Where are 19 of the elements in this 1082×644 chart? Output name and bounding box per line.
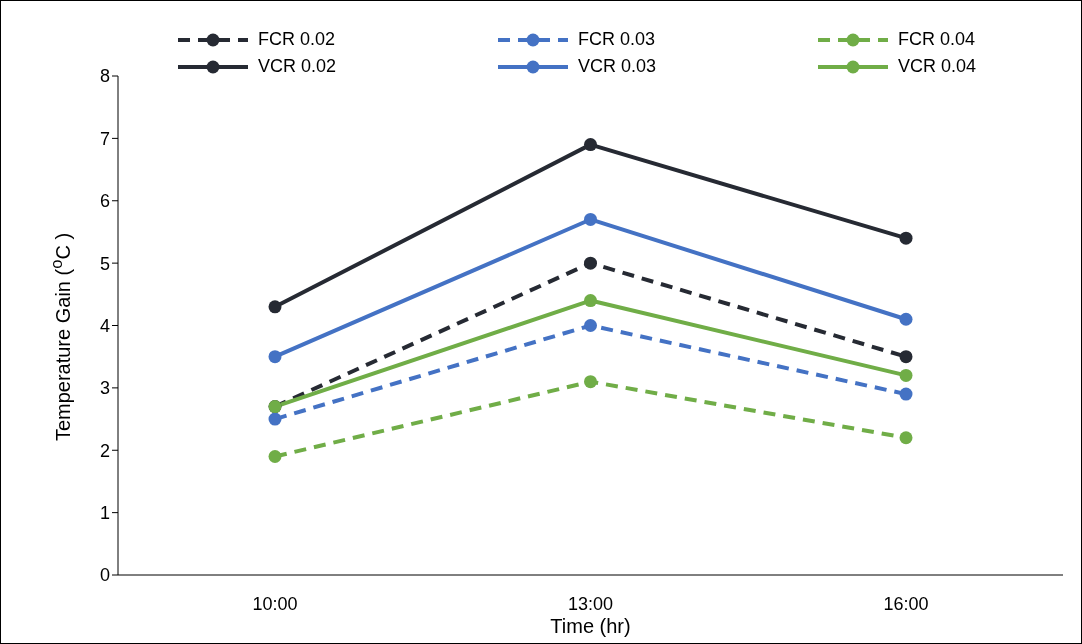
y-tick-label: 6 — [99, 191, 110, 212]
legend-label: FCR 0.02 — [258, 29, 336, 50]
x-tick-label: 16:00 — [883, 593, 929, 614]
y-tick-label: 1 — [99, 503, 110, 524]
y-tick-label: 2 — [99, 440, 110, 461]
x-tick-label: 10:00 — [252, 593, 298, 614]
y-tick-label: 5 — [99, 253, 110, 274]
legend-label: VCR 0.03 — [578, 56, 657, 77]
legend-label: FCR 0.03 — [578, 29, 656, 50]
x-tick-label: 13:00 — [567, 593, 614, 614]
y-tick-label: 7 — [99, 128, 110, 149]
y-tick-label: 0 — [99, 565, 110, 586]
legend-label: VCR 0.02 — [258, 56, 337, 77]
x-axis-title: Time (hr) — [550, 615, 631, 637]
legend-label: VCR 0.04 — [898, 56, 977, 77]
y-tick-label: 8 — [99, 66, 110, 87]
legend-label: FCR 0.04 — [898, 29, 976, 50]
y-tick-label: 4 — [99, 315, 110, 336]
y-tick-label: 3 — [99, 378, 110, 399]
